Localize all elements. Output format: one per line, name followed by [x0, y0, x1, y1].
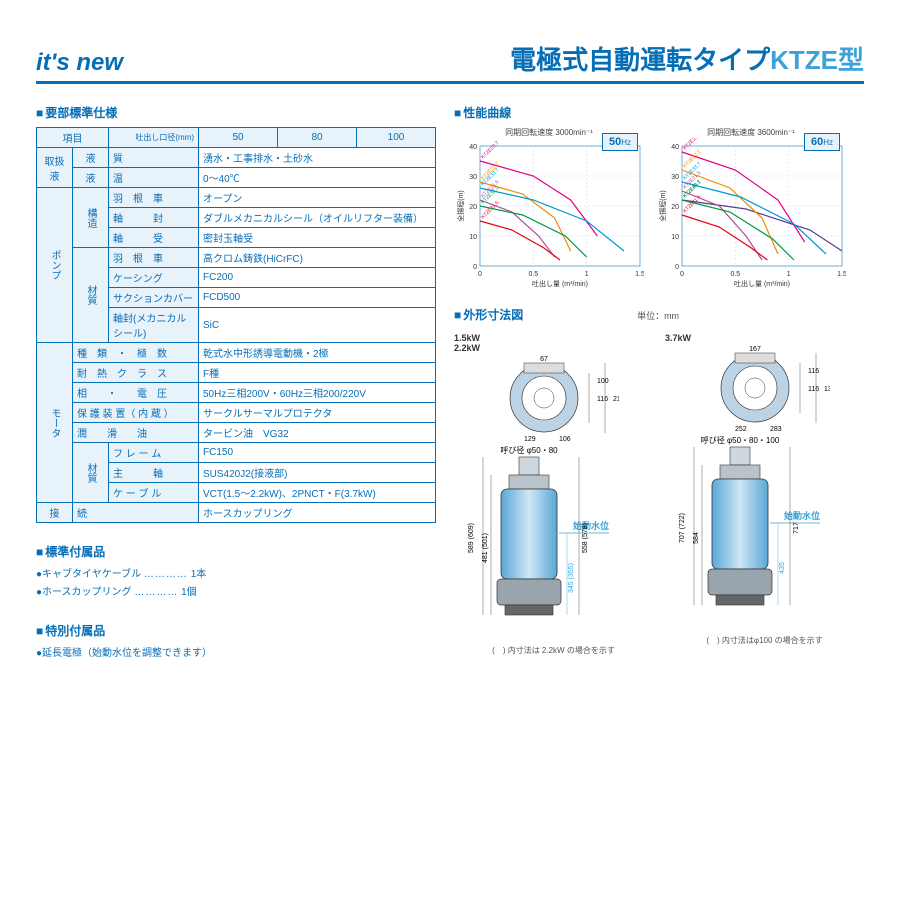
title-model: KTZE型 [770, 45, 864, 75]
spec-table: 項目 吐出し口径(mm) 50 80 100 取扱液液質湧水・工事排水・土砂水液… [36, 127, 436, 523]
svg-text:481 (501): 481 (501) [482, 533, 489, 563]
svg-text:1: 1 [787, 271, 791, 278]
std-acc-list: ●キャブタイヤケーブル ………… 1本●ホースカップリング ………… 1個 [36, 566, 436, 602]
top-view-drawing: 167 116 136 116 252 283 [700, 343, 830, 433]
svg-text:1: 1 [585, 271, 589, 278]
performance-chart: 同期回転速度 3600min⁻¹ 00.511.5010203040KTZE23… [656, 127, 846, 288]
svg-text:252: 252 [735, 426, 747, 433]
dim-power: 3.7kW [665, 333, 864, 343]
svg-text:106: 106 [559, 436, 571, 443]
table-row: 相 ・ 電 圧50Hz三相200V・60Hz三相200/220V [37, 383, 436, 403]
svg-text:呼び径 φ50・80: 呼び径 φ50・80 [500, 445, 558, 455]
svg-text:707 (722): 707 (722) [679, 513, 686, 543]
dim-unit: 単位：mm [637, 311, 679, 321]
svg-text:129: 129 [524, 436, 536, 443]
table-row: 潤 滑 油タービン油 VG32 [37, 423, 436, 443]
title-main: 電極式自動運転タイプ [510, 45, 770, 75]
list-item: ●ホースカップリング ………… 1個 [36, 584, 436, 602]
dim-power: 1.5kW 2.2kW [454, 333, 653, 353]
top-view-drawing: 67 116 216 100 129 106 235 [489, 353, 619, 443]
hz-badge: 50Hz [602, 133, 638, 151]
table-row: 接続ホースカップリング [37, 503, 436, 523]
svg-text:全揚程(m): 全揚程(m) [456, 190, 465, 222]
svg-text:283: 283 [770, 426, 782, 433]
brand-logo: it's new [36, 49, 123, 77]
svg-text:0: 0 [675, 264, 679, 271]
svg-text:30: 30 [469, 174, 477, 181]
svg-text:116: 116 [808, 386, 819, 393]
hz-badge: 60Hz [804, 133, 840, 151]
std-acc-title: 標準付属品 [36, 541, 216, 562]
svg-text:0.5: 0.5 [730, 271, 740, 278]
svg-text:717: 717 [793, 522, 800, 534]
svg-text:全揚程(m): 全揚程(m) [658, 190, 667, 222]
opt-acc-list: ●延長電極（始動水位を調整できます） [36, 645, 436, 663]
list-item: ●延長電極（始動水位を調整できます） [36, 645, 436, 663]
svg-text:KTZE23.7: KTZE23.7 [682, 138, 702, 151]
dimension-panel: 3.7kW 167 116 136 116 252 283 呼び径 φ50・80… [665, 333, 864, 656]
svg-text:1.5: 1.5 [837, 271, 846, 278]
svg-text:0: 0 [680, 271, 684, 278]
table-row: 材質羽 根 車高クロム鋳鉄(HiCrFC) [37, 248, 436, 268]
svg-text:吐出し量 (m³/min): 吐出し量 (m³/min) [532, 279, 588, 288]
page-header: it's new 電極式自動運転タイプKTZE型 [36, 40, 864, 84]
svg-text:345 (355): 345 (355) [568, 563, 575, 593]
dim-section-title: 外形寸法図 [454, 304, 634, 325]
th-item: 項目 [37, 128, 109, 148]
svg-text:136: 136 [824, 386, 830, 393]
performance-chart: 同期回転速度 3000min⁻¹ 00.511.5010203040KTZE23… [454, 127, 644, 288]
table-row: モータ種 類 ・ 極 数乾式水中形誘導電動機・2極 [37, 343, 436, 363]
svg-text:0.5: 0.5 [528, 271, 538, 278]
dimension-panel: 1.5kW 2.2kW 67 116 216 100 129 106 235 呼… [454, 333, 653, 656]
svg-text:216: 216 [613, 396, 619, 403]
list-item: ●キャブタイヤケーブル ………… 1本 [36, 566, 436, 584]
svg-text:435: 435 [779, 562, 786, 574]
svg-text:40: 40 [671, 144, 679, 151]
perf-section-title: 性能曲線 [454, 102, 634, 123]
svg-text:始動水位: 始動水位 [783, 510, 819, 521]
svg-text:67: 67 [540, 356, 548, 363]
svg-text:100: 100 [597, 378, 609, 385]
svg-text:558 (578): 558 (578) [582, 523, 589, 553]
table-row: 材質フ レ ー ムFC150 [37, 443, 436, 463]
table-row: 耐 熱 ク ラ スF種 [37, 363, 436, 383]
page-title: 電極式自動運転タイプKTZE型 [510, 40, 864, 77]
svg-text:1.5: 1.5 [635, 271, 644, 278]
svg-text:584: 584 [693, 532, 700, 544]
dims-row: 1.5kW 2.2kW 67 116 216 100 129 106 235 呼… [454, 333, 864, 656]
svg-text:30: 30 [671, 174, 679, 181]
svg-text:呼び径 φ50・80・100: 呼び径 φ50・80・100 [700, 435, 779, 445]
table-row: 保 護 装 置（ 内 蔵 ）サークルサーマルプロテクタ [37, 403, 436, 423]
dim-note: ( ) 内寸法はφ100 の場合を示す [665, 635, 864, 646]
svg-text:0: 0 [478, 271, 482, 278]
svg-text:589 (609): 589 (609) [468, 523, 475, 553]
th-c2: 100 [357, 128, 436, 148]
side-view-drawing: 呼び径 φ50・80・100 始動水位 707 (722) 584 717 43… [670, 433, 860, 633]
chart-row: 同期回転速度 3000min⁻¹ 00.511.5010203040KTZE23… [454, 127, 864, 288]
opt-acc-title: 特別付属品 [36, 620, 216, 641]
svg-text:吐出し量 (m³/min): 吐出し量 (m³/min) [734, 279, 790, 288]
table-row: ポンプ構造羽 根 車オープン [37, 188, 436, 208]
svg-text:KTZE23.7: KTZE23.7 [480, 140, 500, 160]
table-row: 液温0～40℃ [37, 168, 436, 188]
svg-text:10: 10 [671, 234, 679, 241]
dim-note: ( ) 内寸法は 2.2kW の場合を示す [454, 645, 653, 656]
svg-text:116: 116 [808, 368, 819, 375]
th-c0: 50 [199, 128, 278, 148]
svg-text:10: 10 [469, 234, 477, 241]
svg-text:始動水位: 始動水位 [572, 520, 608, 531]
th-unit: 吐出し口径(mm) [109, 128, 199, 148]
side-view-drawing: 呼び径 φ50・80 始動水位 589 (609) 481 (501) 558 … [459, 443, 649, 643]
spec-section-title: 要部標準仕様 [36, 102, 216, 123]
svg-text:0: 0 [473, 264, 477, 271]
table-row: 取扱液液質湧水・工事排水・土砂水 [37, 148, 436, 168]
svg-text:20: 20 [469, 204, 477, 211]
svg-text:20: 20 [671, 204, 679, 211]
svg-text:40: 40 [469, 144, 477, 151]
th-c1: 80 [278, 128, 357, 148]
svg-text:116: 116 [597, 396, 608, 403]
svg-text:167: 167 [749, 346, 761, 353]
